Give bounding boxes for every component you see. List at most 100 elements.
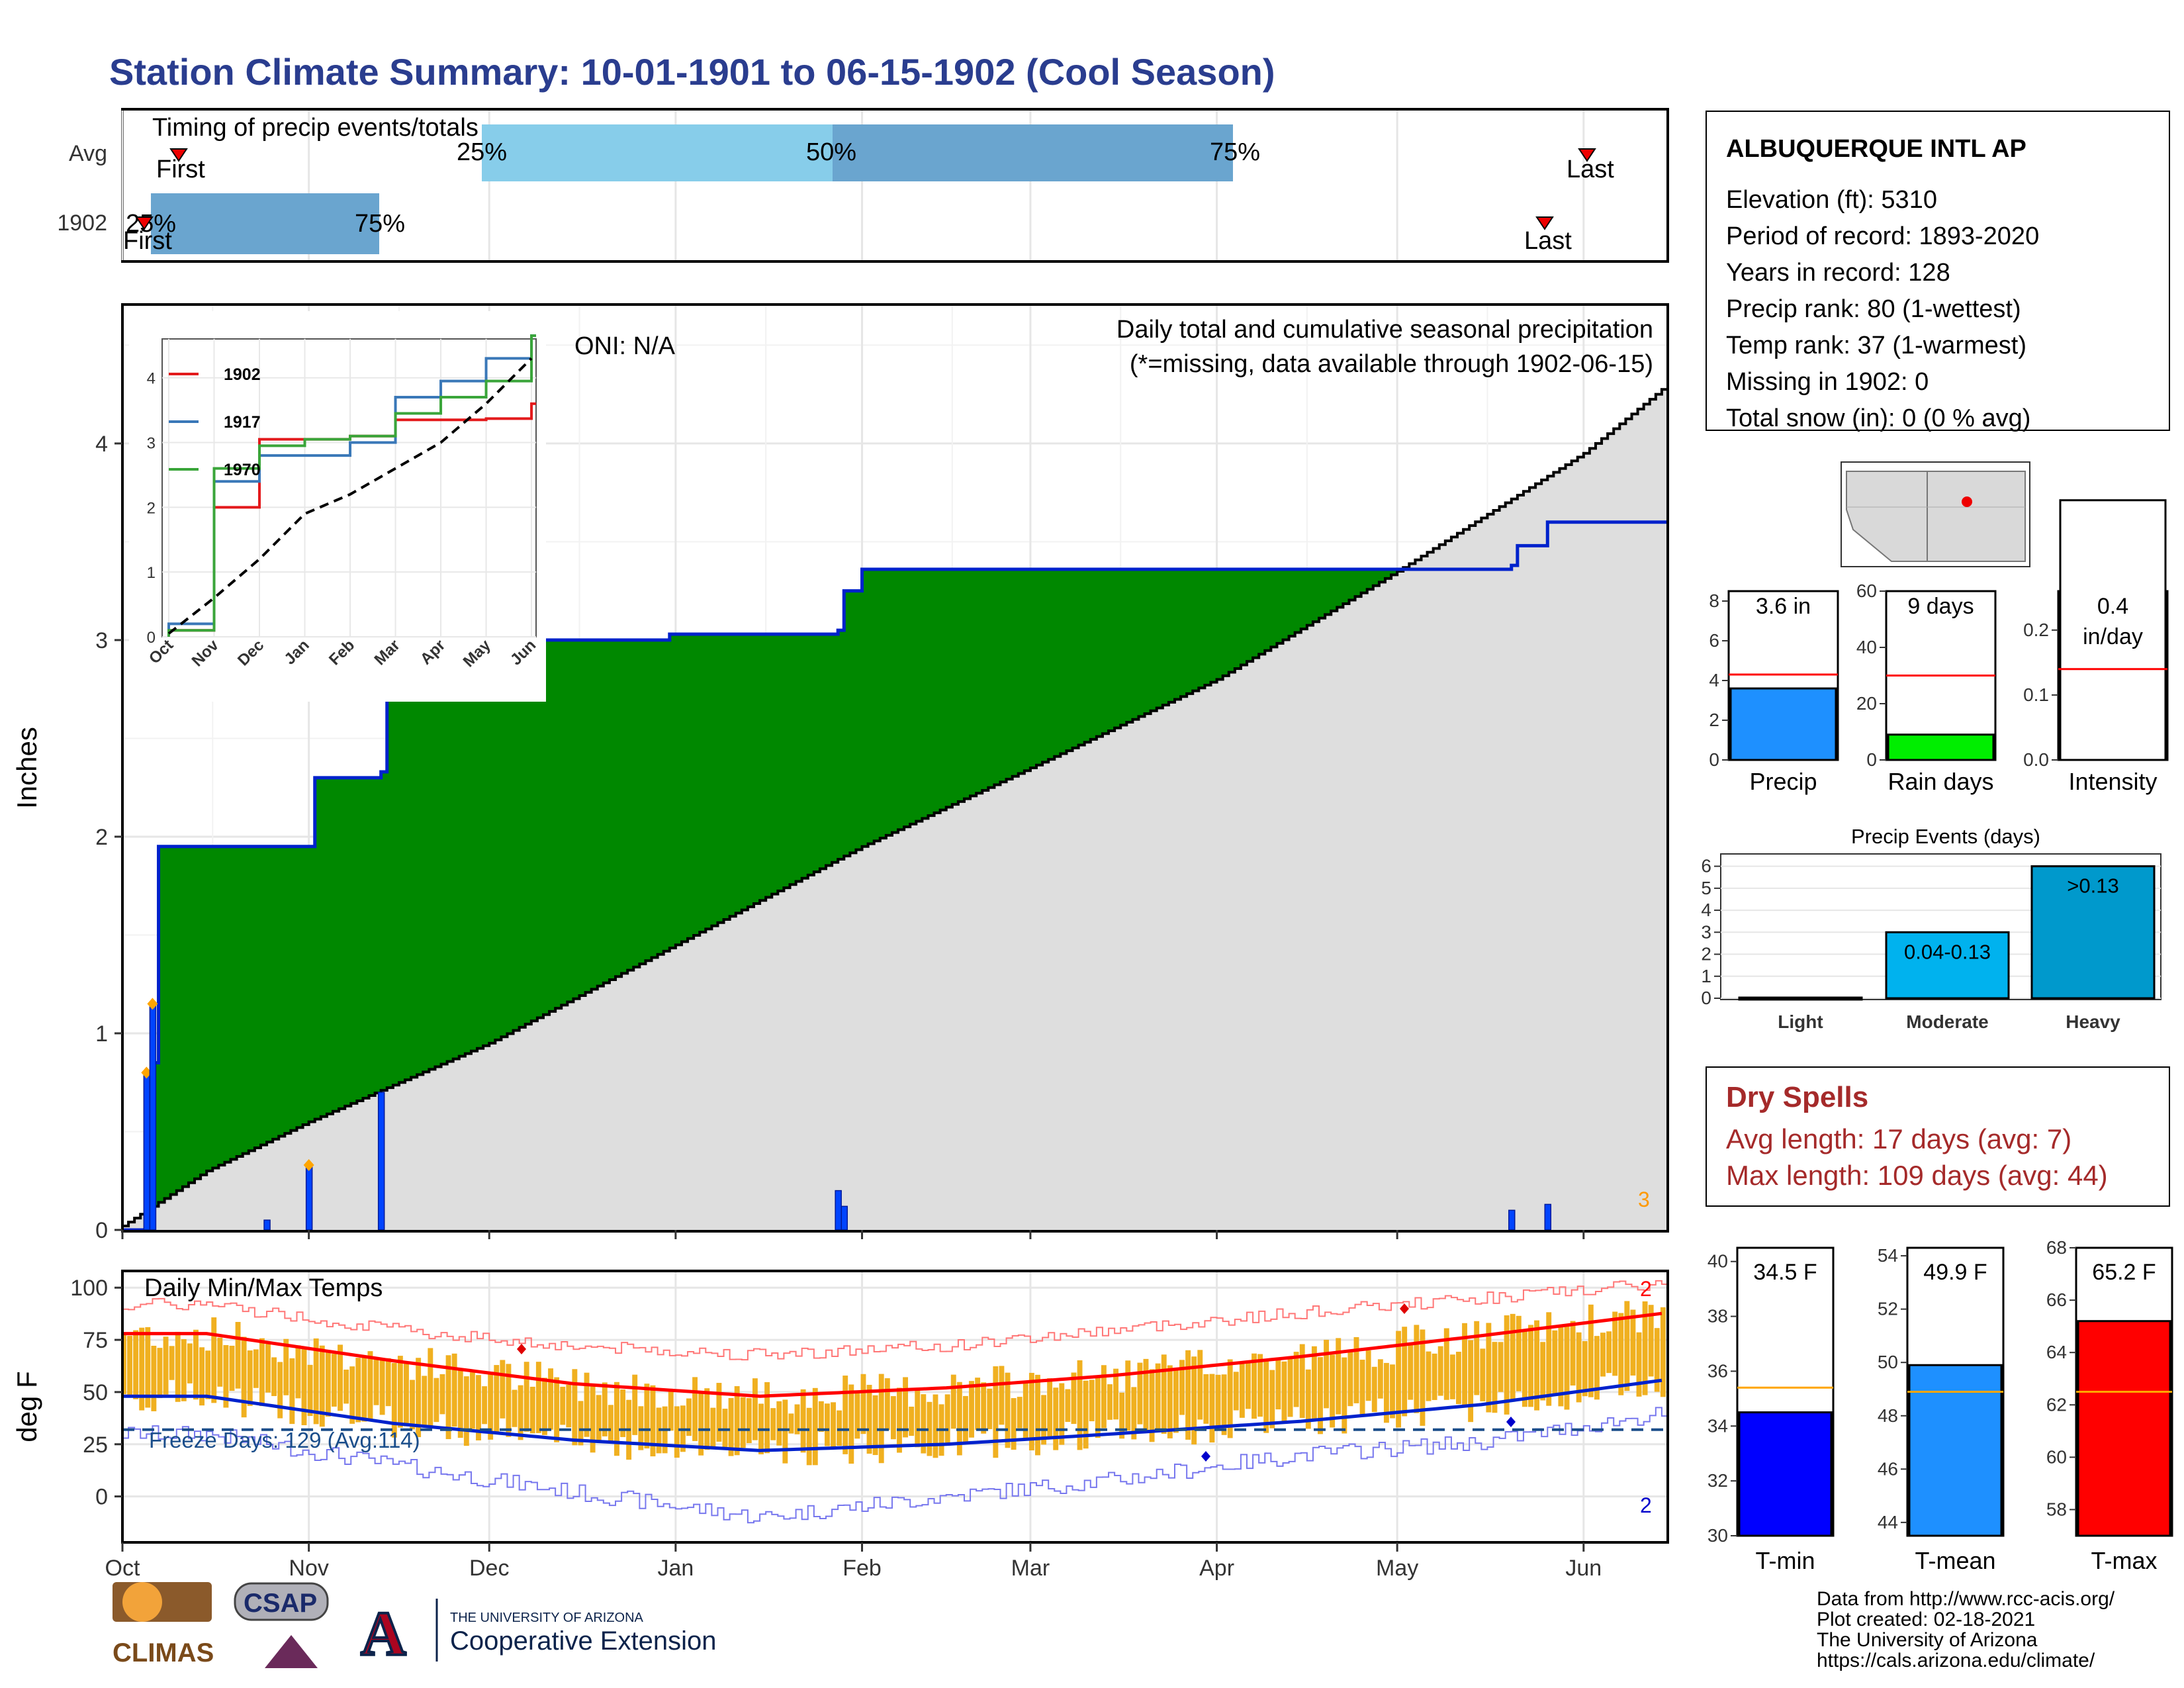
- precip-ytick-label: 2: [95, 825, 108, 850]
- summary-bar-label: Precip: [1749, 768, 1817, 795]
- daily-temp-bar: [1383, 1362, 1389, 1423]
- y1902-last-marker: [1535, 216, 1554, 230]
- daily-temp-bar: [1504, 1315, 1510, 1415]
- station-line: Missing in 1902: 0: [1726, 368, 1929, 396]
- ua-logo: A THE UNIVERSITY OF ARIZONA Cooperative …: [359, 1597, 716, 1670]
- daily-temp-bar: [1432, 1353, 1437, 1400]
- daily-temp-bar: [981, 1382, 987, 1434]
- daily-temp-bar: [379, 1359, 385, 1415]
- csap-logo-text: CSAP: [244, 1589, 317, 1618]
- y1902-first-label: First: [123, 227, 172, 255]
- daily-temp-bar: [494, 1365, 500, 1433]
- temp-summary-tick-label: 60: [2046, 1446, 2067, 1467]
- daily-temp-bar: [584, 1372, 590, 1437]
- daily-temp-bar: [1437, 1346, 1443, 1396]
- daily-temp-bar: [205, 1350, 211, 1399]
- daily-temp-bar: [788, 1413, 794, 1434]
- map-state-new-mexico: [1927, 471, 2026, 562]
- summary-bar-precip: 0 2 4 6 8 3.6 in Precip: [1709, 590, 1839, 795]
- temperature-summary-bars: 30 32 34 36 38 40 34.5 F T-min 44 46 48 50 52 54 49.9 …: [1707, 1237, 2173, 1574]
- daily-temp-bar: [404, 1362, 409, 1427]
- climas-logo: CLIMAS: [113, 1582, 214, 1667]
- temp-summary-value: [2077, 1320, 2171, 1537]
- daily-temp-bar: [794, 1404, 800, 1434]
- daily-temp-bar: [614, 1382, 619, 1456]
- daily-temp-bar: [1624, 1301, 1630, 1391]
- daily-temp-bar: [1342, 1357, 1347, 1434]
- avg-last-label: Last: [1567, 156, 1614, 183]
- month-label: Jan: [657, 1556, 694, 1581]
- daily-temp-bar: [1377, 1359, 1383, 1399]
- daily-temp-bar: [860, 1374, 866, 1434]
- ua-logo-letter: A: [361, 1599, 406, 1669]
- daily-temp-bar: [289, 1358, 295, 1425]
- daily-temp-bar: [782, 1399, 788, 1464]
- daily-temp-bar: [259, 1338, 265, 1407]
- temp-summary-tick-label: 64: [2046, 1342, 2067, 1362]
- daily-temp-bar: [1371, 1366, 1377, 1413]
- avg-25-label: 25%: [457, 138, 507, 166]
- daily-temp-bar: [1570, 1321, 1576, 1386]
- summary-bar-tick-label: 0.1: [2023, 684, 2049, 705]
- daily-precip-bar: [305, 1164, 313, 1231]
- daily-temp-bar: [451, 1353, 457, 1427]
- daily-temp-bar: [1281, 1361, 1287, 1421]
- daily-temp-bar: [944, 1394, 950, 1444]
- daily-temp-bar: [1324, 1339, 1330, 1409]
- daily-temp-bar: [217, 1337, 223, 1387]
- events-tick-label: 5: [1701, 878, 1711, 898]
- daily-temp-bar: [740, 1397, 746, 1448]
- daily-temp-bar: [572, 1369, 578, 1446]
- daily-temp-bar: [349, 1366, 355, 1424]
- ua-logo-line1: THE UNIVERSITY OF ARIZONA: [450, 1611, 644, 1625]
- month-label: Dec: [469, 1556, 509, 1581]
- daily-temp-bar: [590, 1386, 596, 1453]
- daily-temp-bar: [1173, 1370, 1179, 1433]
- daily-temp-bar: [1215, 1374, 1221, 1426]
- daily-precip-bar: [841, 1205, 848, 1231]
- daily-precip-bar: [377, 1092, 385, 1231]
- daily-temp-bar: [1053, 1387, 1059, 1450]
- station-location-dot: [1962, 496, 1972, 507]
- daily-temp-bar: [512, 1389, 518, 1427]
- station-line: Temp rank: 37 (1-warmest): [1726, 332, 2026, 359]
- avg-last-marker: [1578, 148, 1596, 162]
- temp-summary-value-label: 49.9 F: [1923, 1260, 1987, 1285]
- dry-spells-avg: Avg length: 17 days (avg: 7): [1726, 1123, 2071, 1154]
- daily-temp-bar: [842, 1376, 848, 1454]
- precip-caption: Daily total and cumulative seasonal prec…: [1116, 316, 1653, 344]
- daily-temp-bar: [1492, 1342, 1498, 1413]
- dry-spells-max: Max length: 109 days (avg: 44): [1726, 1160, 2108, 1191]
- daily-temp-bar: [987, 1388, 993, 1429]
- summary-bar-tick-label: 60: [1856, 581, 1877, 601]
- daily-temp-bar: [181, 1339, 187, 1401]
- events-tick-label: 6: [1701, 856, 1711, 876]
- precip-ytick-label: 1: [95, 1021, 108, 1047]
- summary-bar-tick-label: 2: [1709, 710, 1719, 730]
- daily-temp-bar: [854, 1391, 860, 1439]
- timing-panel: Timing of precip events/totals Avg 1902 …: [57, 108, 1669, 263]
- csap-logo: CSAP: [234, 1582, 329, 1668]
- daily-temp-bar: [319, 1345, 325, 1427]
- oni-label: ONI: N/A: [574, 332, 676, 360]
- csap-logo-cloud: [234, 1582, 329, 1621]
- temp-summary-value-label: 34.5 F: [1753, 1260, 1817, 1285]
- station-info: ALBUQUERQUE INTL AP Elevation (ft): 5310…: [1706, 111, 2170, 432]
- daily-temp-bar: [866, 1385, 872, 1454]
- precip-events-title: Precip Events (days): [1851, 825, 2040, 848]
- daily-temp-bar: [1600, 1333, 1606, 1377]
- station-line: Precip rank: 80 (1-wettest): [1726, 295, 2021, 323]
- daily-temp-bar: [1462, 1323, 1467, 1408]
- inset-series-line: [167, 357, 533, 635]
- precip-ytick-label: 0: [95, 1218, 108, 1243]
- daily-temp-bar: [1167, 1365, 1173, 1438]
- daily-temp-bar: [1359, 1360, 1365, 1416]
- ua-logo-line2: Cooperative Extension: [450, 1626, 716, 1656]
- events-bar-label: 0.04-0.13: [1904, 940, 1991, 963]
- avg-50-label: 50%: [806, 138, 856, 166]
- daily-temp-bar: [806, 1407, 812, 1466]
- daily-temp-bar: [1023, 1383, 1028, 1438]
- daily-temp-bar: [704, 1388, 710, 1450]
- daily-temp-bar: [223, 1344, 229, 1408]
- daily-temp-bar: [1330, 1354, 1336, 1428]
